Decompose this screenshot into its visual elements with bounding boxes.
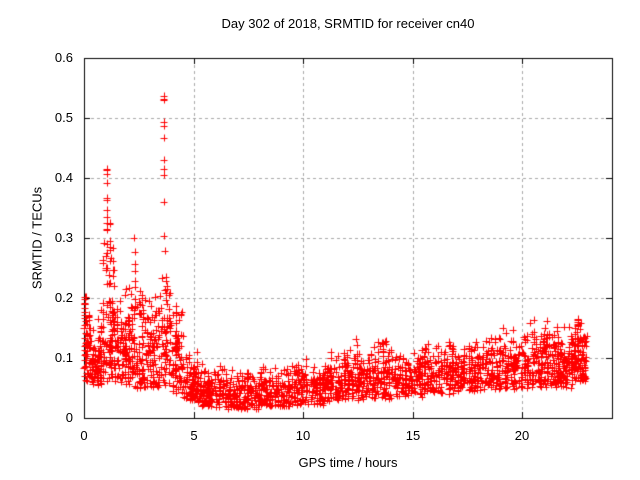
y-tick-label: 0.5 [54,110,73,125]
y-tick-label: 0.4 [54,170,73,185]
y-tick-label: 0.3 [54,230,73,245]
x-tick-label: 0 [80,428,88,443]
y-tick-label: 0.6 [54,50,73,65]
x-tick-label: 5 [190,428,198,443]
x-tick-label: 15 [405,428,421,443]
y-tick-label: 0.1 [54,350,73,365]
y-tick-label: 0.2 [54,290,73,305]
x-axis-label: GPS time / hours [298,455,398,470]
chart-title: Day 302 of 2018, SRMTID for receiver cn4… [221,16,475,31]
x-tick-label: 20 [514,428,530,443]
x-tick-label: 10 [295,428,311,443]
y-tick-label: 0 [65,410,73,425]
